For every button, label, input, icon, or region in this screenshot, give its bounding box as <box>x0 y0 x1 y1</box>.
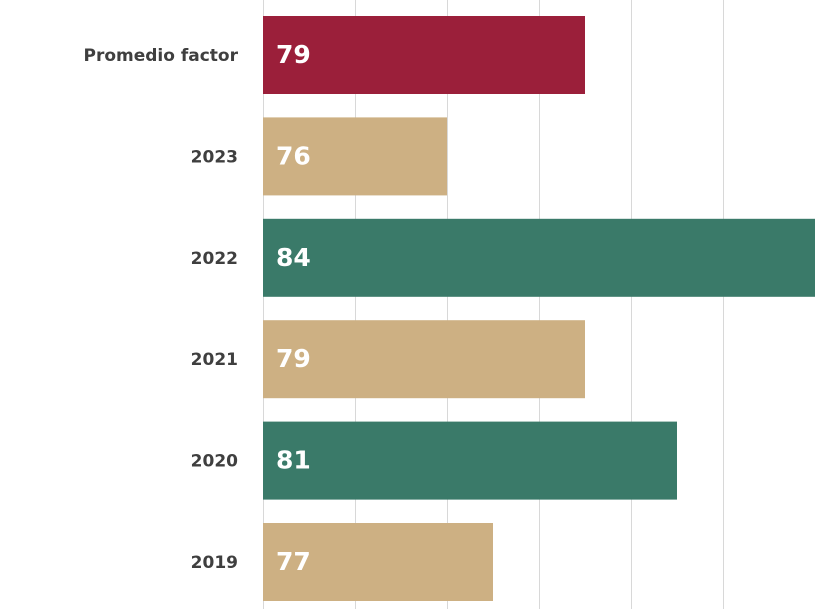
bar <box>263 523 493 601</box>
bar <box>263 421 677 500</box>
bars: 79 76 84 79 81 77 <box>263 16 815 601</box>
bar <box>263 218 815 297</box>
bar <box>263 16 585 94</box>
category-tick-label: 2022 <box>191 249 238 269</box>
bar <box>263 320 585 399</box>
gridlines <box>263 0 724 609</box>
category-tick-label: 2021 <box>191 350 238 370</box>
category-tick-label: 2020 <box>191 452 238 472</box>
bar-value-label: 79 <box>276 40 311 69</box>
bar-value-label: 81 <box>276 446 311 475</box>
bar-value-label: 84 <box>276 243 311 272</box>
category-tick-label: 2019 <box>191 553 238 573</box>
bar-value-label: 79 <box>276 344 311 373</box>
category-tick-label: 2023 <box>191 147 238 167</box>
category-labels: Promedio factor 2023 2022 2021 2020 2019 <box>84 46 239 573</box>
bar-value-label: 77 <box>276 547 311 576</box>
category-tick-label: Promedio factor <box>84 46 239 66</box>
bar-value-label: 76 <box>276 141 311 170</box>
bar <box>263 117 447 196</box>
